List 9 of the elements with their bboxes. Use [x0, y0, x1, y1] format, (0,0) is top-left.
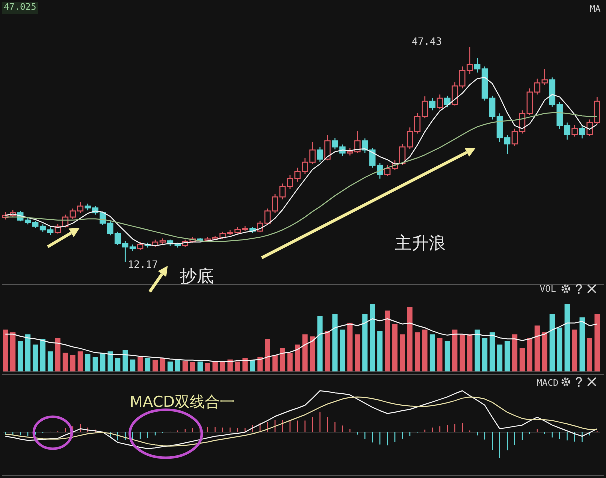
text: MA [590, 5, 602, 15]
annotation: 47.43 [412, 37, 442, 48]
annotation: 12.17 [128, 260, 158, 271]
text: 抄底 [180, 267, 214, 287]
text: 47.025 [4, 3, 37, 13]
text: VOL [540, 285, 556, 295]
annotation: MACD双线合一 [130, 393, 235, 411]
text: MACD [537, 379, 559, 389]
annotation: 主升浪 [395, 234, 446, 254]
